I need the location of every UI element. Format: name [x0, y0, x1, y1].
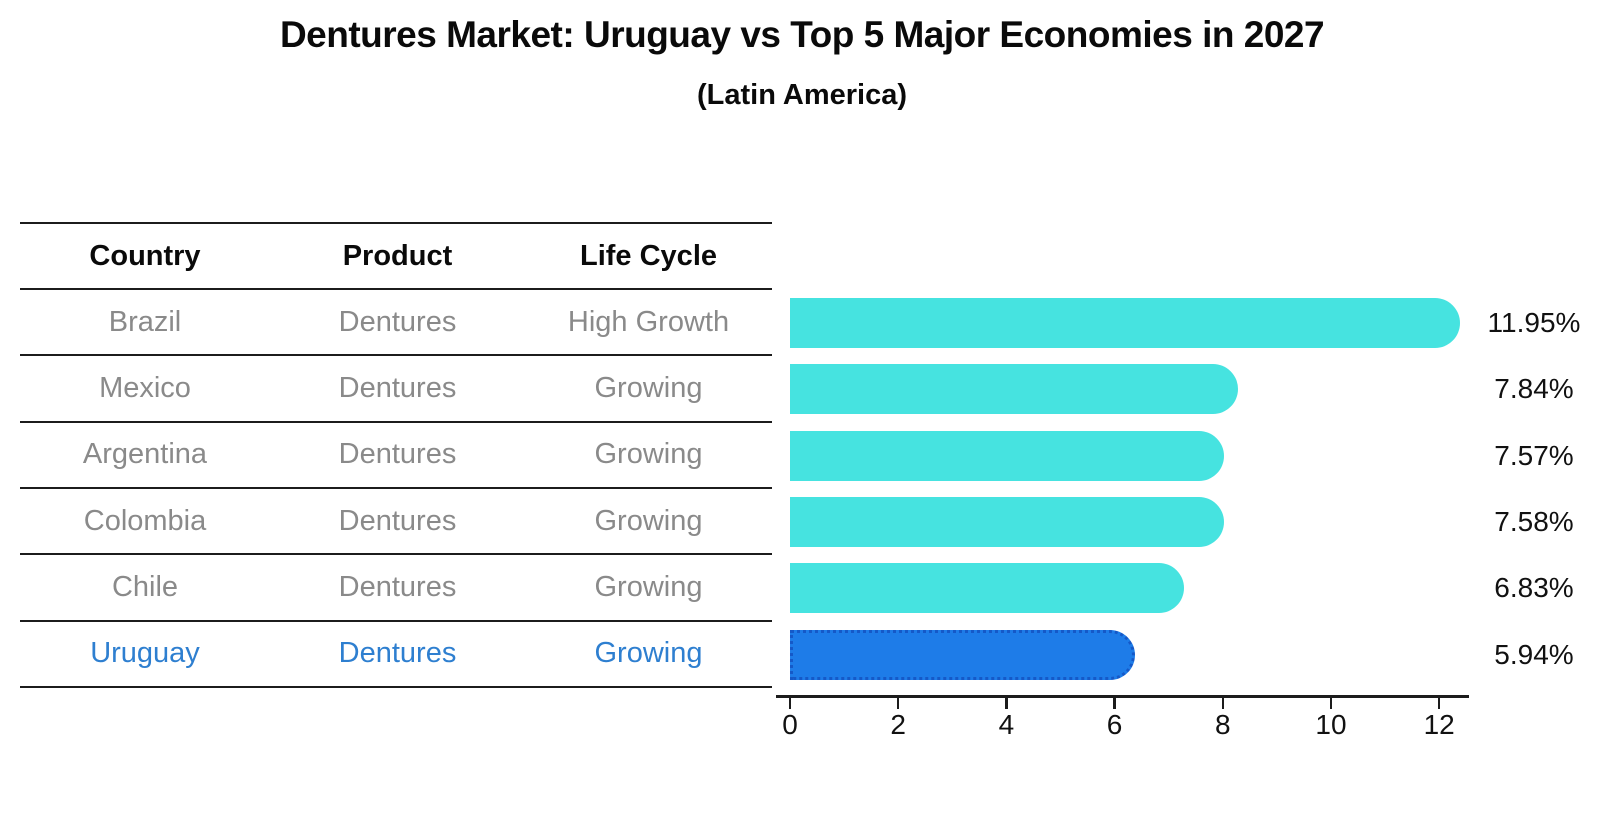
value-label-argentina: 7.57%: [1494, 439, 1574, 471]
x-tick-mark-0: [788, 697, 792, 709]
table-cell-country: Argentina: [82, 438, 208, 471]
table-cell-life-cycle: Growing: [594, 570, 703, 603]
value-label-colombia: 7.58%: [1494, 506, 1574, 538]
bar-brazil: [790, 298, 1461, 349]
x-tick-mark-4: [1005, 697, 1008, 709]
table-body: Brazil Dentures High Growth Mexico Dentures G…: [20, 290, 772, 688]
x-tick-mark-12: [1437, 697, 1441, 709]
x-tick-label-10: 10: [1315, 709, 1347, 740]
table-cell-country: Brazil: [108, 305, 182, 338]
table-cell-life-cycle: High Growth: [567, 305, 730, 338]
table-cell-country: Mexico: [99, 371, 191, 404]
table-cell-life-cycle: Growing: [594, 637, 703, 670]
table-cell-product: Dentures: [338, 438, 457, 471]
table-cell-product: Dentures: [338, 570, 457, 603]
country-table: Country Product Life Cycle Brazil Denture…: [20, 222, 772, 688]
x-tick-mark-10: [1329, 697, 1333, 709]
table-row-argentina: Argentina Dentures Growing: [20, 423, 772, 489]
table-cell-life-cycle: Growing: [594, 438, 703, 471]
table-cell-country: Chile: [111, 570, 179, 603]
table-row-brazil: Brazil Dentures High Growth: [20, 290, 772, 357]
table-header-country: Country: [89, 239, 201, 272]
x-tick-label-8: 8: [1215, 709, 1231, 740]
table-cell-product: Dentures: [338, 637, 457, 670]
value-label-chile: 6.83%: [1494, 572, 1574, 604]
x-tick-label-12: 12: [1423, 709, 1455, 740]
table-cell-life-cycle: Growing: [594, 504, 703, 537]
value-label-brazil: 11.95%: [1487, 307, 1581, 339]
table-row-mexico: Mexico Dentures Growing: [20, 356, 772, 423]
x-tick-label-6: 6: [1106, 709, 1123, 740]
bar-uruguay: [790, 629, 1136, 680]
table-cell-country: Uruguay: [90, 637, 200, 670]
table-cell-product: Dentures: [338, 504, 457, 537]
chart-title: Dentures Market: Uruguay vs Top 5 Major …: [279, 14, 1325, 55]
bar-mexico: [790, 364, 1239, 415]
value-label-mexico: 7.84%: [1494, 373, 1574, 405]
x-tick-mark-6: [1113, 697, 1116, 709]
table-row-colombia: Colombia Dentures Growing: [20, 489, 772, 556]
x-axis-line: [776, 695, 1469, 698]
value-label-uruguay: 5.94%: [1494, 638, 1574, 670]
table-header-product: Product: [342, 239, 453, 272]
table-cell-product: Dentures: [338, 305, 457, 338]
table-cell-life-cycle: Growing: [594, 371, 703, 404]
table-row-uruguay: Uruguay Dentures Growing: [20, 622, 772, 688]
x-tick-label-0: 0: [782, 709, 798, 740]
table-header-life-cycle: Life Cycle: [580, 239, 717, 272]
table-cell-product: Dentures: [338, 371, 457, 404]
table-row-chile: Chile Dentures Growing: [20, 555, 772, 622]
table-header-row: Country Product Life Cycle: [20, 222, 772, 290]
bar-argentina: [790, 430, 1224, 481]
x-tick-label-4: 4: [998, 709, 1015, 740]
bar-colombia: [790, 497, 1225, 548]
chart-subtitle: (Latin America): [696, 79, 908, 111]
bar-chile: [790, 563, 1184, 614]
table-cell-country: Colombia: [83, 504, 207, 537]
x-tick-mark-8: [1221, 697, 1225, 709]
x-tick-mark-2: [896, 697, 900, 709]
x-tick-label-2: 2: [890, 709, 906, 740]
